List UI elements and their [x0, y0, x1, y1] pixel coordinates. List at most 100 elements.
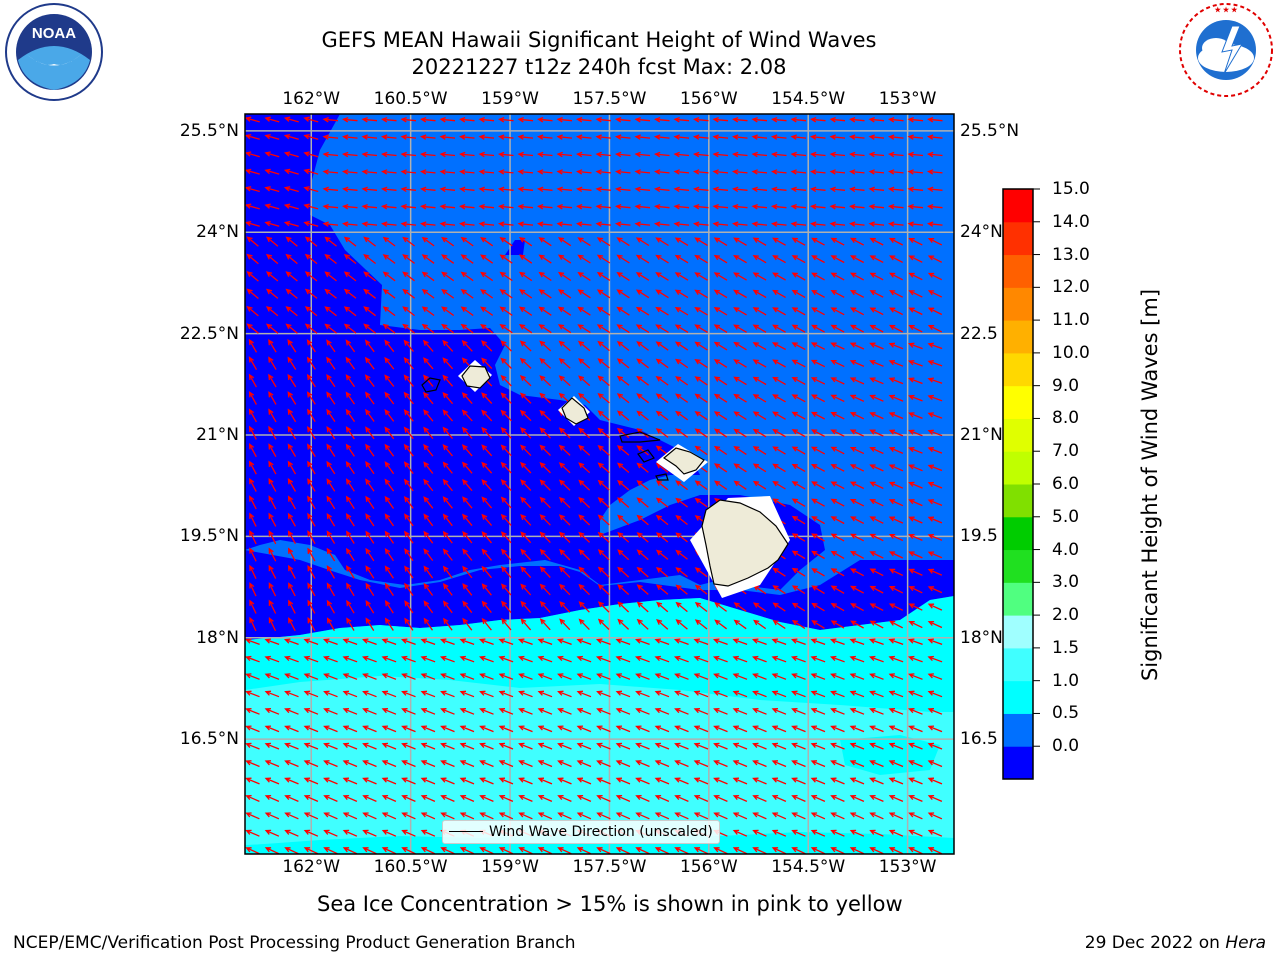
wind-wave-arrow [384, 478, 395, 492]
wind-wave-arrow [868, 638, 884, 646]
wind-wave-arrow [404, 513, 414, 527]
wind-wave-arrow [283, 133, 299, 140]
wind-wave-arrow [481, 583, 492, 596]
wind-wave-arrow [559, 583, 571, 596]
wind-wave-arrow [908, 307, 923, 316]
wind-wave-arrow [423, 443, 434, 457]
wind-wave-arrow [731, 186, 748, 193]
wind-wave-arrow [693, 760, 709, 768]
wind-wave-arrow [249, 495, 257, 510]
wind-wave-arrow [401, 673, 416, 680]
wind-wave-arrow [771, 655, 787, 663]
wind-wave-arrow [342, 690, 358, 698]
wind-wave-arrow [345, 391, 356, 405]
wind-wave-arrow [268, 547, 277, 562]
wind-wave-arrow [733, 289, 747, 299]
wind-wave-arrow [791, 812, 806, 820]
wind-wave-arrow [713, 760, 728, 768]
wind-wave-arrow [927, 272, 943, 281]
wind-wave-arrow [752, 742, 767, 750]
wind-wave-arrow [264, 655, 280, 663]
wind-wave-arrow [499, 289, 513, 299]
wind-wave-arrow [245, 742, 260, 750]
wind-wave-arrow [927, 725, 943, 733]
wind-wave-arrow [636, 549, 649, 561]
wind-wave-arrow [849, 585, 865, 594]
wind-wave-arrow [361, 134, 378, 140]
wind-wave-arrow [811, 307, 825, 316]
wind-wave-arrow [520, 548, 532, 561]
wind-wave-arrow [636, 358, 649, 369]
wind-wave-arrow [596, 777, 611, 785]
wind-wave-arrow [268, 391, 277, 405]
wind-wave-arrow [692, 134, 709, 140]
wind-wave-arrow [264, 151, 280, 158]
wind-wave-arrow [421, 254, 435, 264]
wind-wave-arrow [365, 617, 375, 631]
wind-wave-arrow [731, 151, 748, 158]
wind-wave-arrow [732, 690, 748, 698]
wind-wave-arrow [888, 499, 904, 507]
wind-wave-arrow [303, 673, 319, 680]
wind-wave-arrow [423, 548, 434, 561]
wind-wave-arrow [365, 513, 375, 527]
wind-wave-arrow [887, 186, 904, 193]
wind-wave-arrow [575, 169, 592, 175]
wind-wave-arrow [887, 221, 904, 227]
wind-wave-arrow [869, 603, 884, 611]
wind-wave-arrow [500, 427, 512, 439]
wind-wave-arrow [635, 725, 650, 733]
wind-wave-arrow [751, 116, 768, 123]
wind-wave-arrow [713, 480, 728, 490]
wind-wave-arrow [557, 673, 572, 680]
wind-wave-arrow [343, 236, 357, 247]
wind-wave-arrow [810, 377, 826, 385]
wind-wave-arrow [481, 479, 493, 492]
wind-wave-arrow [888, 412, 904, 420]
wind-wave-arrow [401, 690, 416, 698]
wind-wave-arrow [712, 221, 729, 227]
wind-wave-arrow [791, 567, 806, 577]
wind-wave-arrow [731, 134, 748, 140]
wind-wave-arrow [617, 532, 630, 543]
wind-wave-arrow [323, 794, 338, 802]
wind-wave-arrow [829, 116, 846, 123]
wind-wave-arrow [752, 376, 767, 386]
wind-wave-arrow [303, 794, 319, 802]
wind-wave-arrow [384, 408, 395, 422]
wind-wave-arrow [614, 186, 631, 193]
wind-wave-arrow [265, 288, 279, 299]
wind-wave-arrow [268, 530, 277, 545]
wind-wave-arrow [927, 429, 943, 437]
wind-wave-arrow [791, 342, 806, 350]
wind-wave-arrow [810, 638, 826, 646]
wind-wave-arrow [520, 444, 532, 457]
wind-wave-arrow [400, 116, 417, 123]
wind-wave-arrow [558, 358, 571, 369]
wind-wave-arrow [382, 254, 396, 264]
wind-wave-arrow [384, 495, 395, 509]
wind-wave-arrow [285, 306, 298, 317]
wind-wave-arrow [345, 478, 355, 492]
wind-wave-arrow [713, 393, 728, 403]
wind-wave-arrow [361, 151, 378, 158]
wind-wave-arrow [537, 638, 553, 646]
wind-wave-arrow [380, 169, 397, 175]
wind-wave-arrow [303, 690, 319, 698]
wind-wave-arrow [635, 272, 650, 281]
wind-wave-arrow [849, 673, 865, 680]
wind-wave-arrow [539, 548, 551, 561]
wind-wave-arrow [403, 478, 414, 492]
wind-wave-arrow [927, 742, 943, 750]
wind-wave-arrow [615, 655, 631, 663]
wind-wave-arrow [462, 513, 473, 527]
wind-wave-arrow [674, 812, 689, 820]
wind-wave-arrow [888, 690, 904, 698]
wind-wave-arrow [849, 324, 865, 333]
wind-wave-arrow [869, 742, 884, 750]
wind-wave-arrow [927, 620, 943, 629]
wind-wave-arrow [304, 323, 318, 334]
wind-wave-arrow [927, 638, 943, 646]
wind-wave-arrow [597, 601, 610, 613]
wind-wave-arrow [810, 708, 826, 715]
